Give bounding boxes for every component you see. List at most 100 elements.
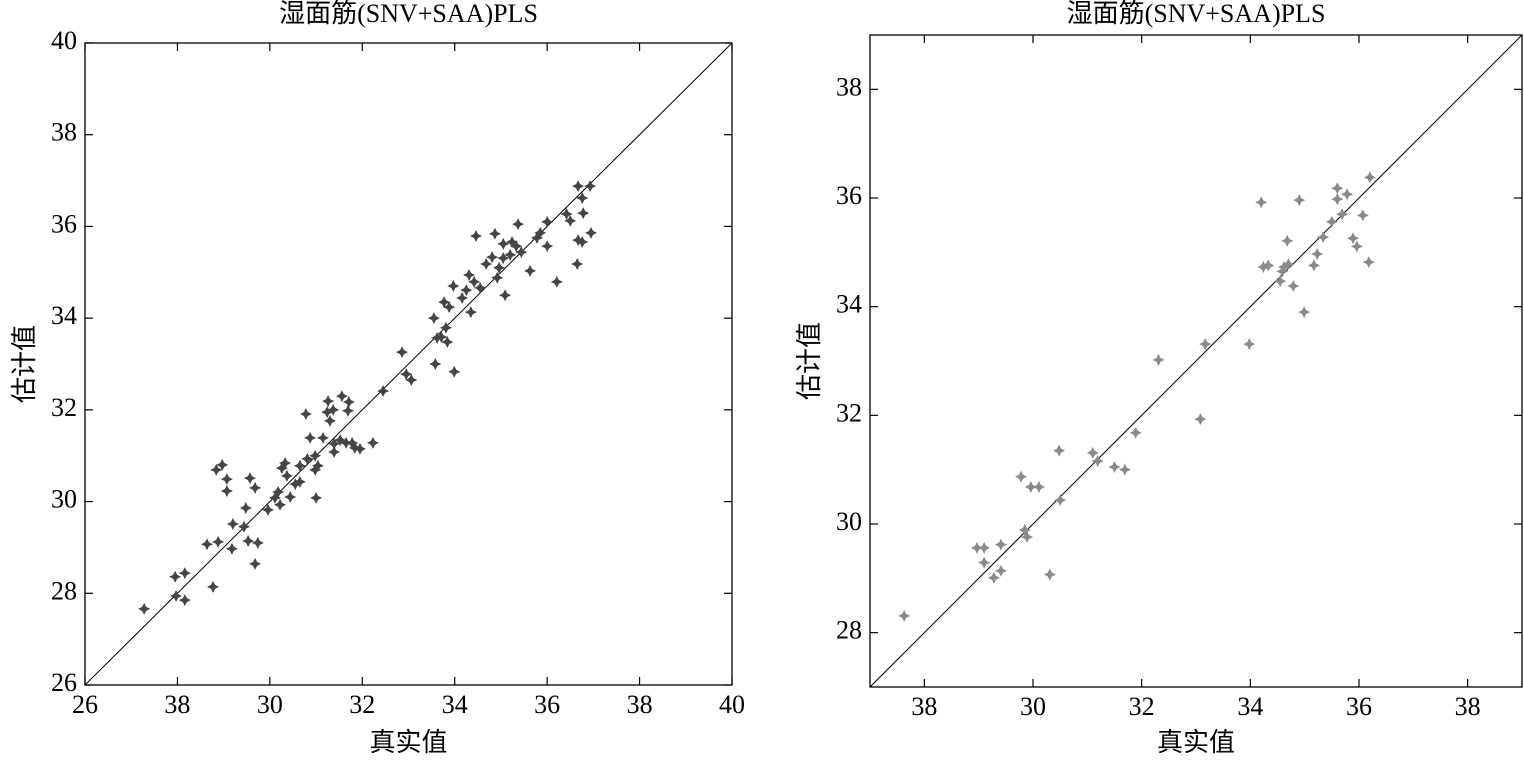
scatter-point xyxy=(242,535,255,548)
scatter-point xyxy=(249,481,262,494)
scatter-point xyxy=(576,236,589,249)
scatter-point xyxy=(1243,338,1256,351)
scatter-point xyxy=(225,542,238,555)
y-tick-label: 34 xyxy=(836,290,862,319)
scatter-point xyxy=(439,321,452,334)
scatter-point xyxy=(1015,470,1028,483)
y-axis-label: 估计值 xyxy=(795,322,824,400)
scatter-point xyxy=(1024,481,1037,494)
scatter-point xyxy=(427,312,440,325)
scatter-point xyxy=(1293,194,1306,207)
scatter-point xyxy=(274,498,287,511)
scatter-point xyxy=(1108,460,1121,473)
scatter-point xyxy=(1307,259,1320,272)
scatter-point xyxy=(210,463,223,476)
scatter-point xyxy=(512,218,525,231)
scatter-point xyxy=(327,403,340,416)
x-tick-label: 30 xyxy=(257,690,283,719)
scatter-point xyxy=(304,431,317,444)
scatter-point xyxy=(1350,240,1363,253)
scatter-point xyxy=(138,602,151,615)
scatter-point xyxy=(1194,413,1207,426)
scatter-point xyxy=(311,459,324,472)
x-tick-label: 32 xyxy=(1129,692,1155,721)
x-tick-label: 26 xyxy=(72,690,98,719)
scatter-point xyxy=(220,473,233,486)
scatter-point xyxy=(491,271,504,284)
scatter-point xyxy=(237,520,250,533)
scatter-point xyxy=(341,404,354,417)
y-tick-label: 28 xyxy=(51,576,77,605)
scatter-point xyxy=(443,301,456,314)
scatter-point xyxy=(448,365,461,378)
scatter-point xyxy=(1274,275,1287,288)
x-tick-label: 30 xyxy=(1020,692,1046,721)
scatter-point xyxy=(1336,208,1349,221)
scatter-point xyxy=(220,485,233,498)
y-tick-label: 40 xyxy=(51,26,77,55)
scatter-point xyxy=(1257,261,1270,274)
scatter-point xyxy=(1282,258,1295,271)
scatter-point xyxy=(243,472,256,485)
scatter-point xyxy=(178,567,191,580)
scatter-point xyxy=(334,434,347,447)
scatter-point xyxy=(1152,353,1165,366)
scatter-point xyxy=(541,240,554,253)
scatter-point xyxy=(366,436,379,449)
scatter-point xyxy=(898,609,911,622)
scatter-point xyxy=(530,231,543,244)
scatter-point xyxy=(1331,182,1344,195)
scatter-point xyxy=(504,248,517,261)
scatter-point xyxy=(435,330,448,343)
scatter-point xyxy=(464,306,477,319)
y-tick-label: 30 xyxy=(836,507,862,536)
y-tick-label: 32 xyxy=(51,393,77,422)
x-tick-label: 40 xyxy=(719,690,745,719)
scatter-point xyxy=(1118,463,1131,476)
x-tick-label: 38 xyxy=(911,692,937,721)
scatter-point xyxy=(497,237,510,250)
scatter-point xyxy=(1325,215,1338,228)
scatter-point xyxy=(506,236,519,249)
plot-frame xyxy=(869,34,1523,688)
scatter-point xyxy=(310,491,323,504)
x-tick-label: 38 xyxy=(164,690,190,719)
scatter-point xyxy=(262,503,275,516)
scatter-point xyxy=(469,230,482,243)
scatter-point xyxy=(251,536,264,549)
scatter-point xyxy=(447,280,460,293)
scatter-point xyxy=(328,437,341,450)
scatter-point xyxy=(584,180,597,193)
scatter-point xyxy=(321,406,334,419)
scatter-point xyxy=(328,446,341,459)
scatter-point xyxy=(1287,280,1300,293)
scatter-point xyxy=(486,251,499,264)
plot-frame xyxy=(84,42,733,686)
scatter-point xyxy=(1053,444,1066,457)
y-tick-label: 36 xyxy=(836,181,862,210)
y-tick-label: 36 xyxy=(51,209,77,238)
y-axis-label: 估计值 xyxy=(10,325,39,403)
scatter-plot: 湿面筋(SNV+SAA)PLS 真实值 估计值 38 30 32 34 36 38 28 30 32 3… xyxy=(795,0,1523,757)
y-tick-label: 38 xyxy=(51,118,77,147)
scatter-point xyxy=(510,240,523,253)
scatter-point xyxy=(1362,256,1375,269)
scatter-point xyxy=(280,469,293,482)
scatter-point xyxy=(1086,446,1099,459)
scatter-point xyxy=(405,374,418,387)
x-tick-label: 34 xyxy=(1237,692,1263,721)
y-tick-label: 32 xyxy=(836,398,862,427)
scatter-point xyxy=(348,441,361,454)
y-tick-label: 38 xyxy=(836,72,862,101)
scatter-point xyxy=(987,571,1000,584)
scatter-point xyxy=(585,226,598,239)
scatter-point xyxy=(534,226,547,239)
x-tick-label: 32 xyxy=(349,690,375,719)
scatter-point xyxy=(1311,247,1324,260)
scatter-point xyxy=(1317,231,1330,244)
scatter-point xyxy=(572,180,585,193)
y-tick-label: 30 xyxy=(51,485,77,514)
scatter-point xyxy=(1363,171,1376,184)
scatter-point xyxy=(207,580,220,593)
scatter-point xyxy=(335,390,348,403)
